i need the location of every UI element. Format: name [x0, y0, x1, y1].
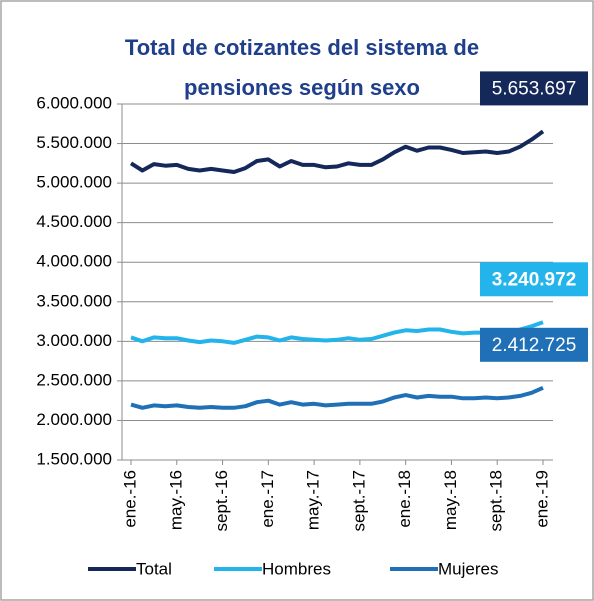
- y-tick-label: 3.500.000: [36, 291, 112, 310]
- y-tick-label: 1.500.000: [36, 449, 112, 468]
- chart-title: Total de cotizantes del sistema de pensi…: [124, 35, 480, 100]
- x-tick-label: sept.-18: [487, 470, 506, 531]
- x-tick-label: ene.-18: [395, 470, 414, 528]
- y-tick-label: 5.500.000: [36, 133, 112, 152]
- y-tick-label: 2.000.000: [36, 410, 112, 429]
- series-line: [130, 385, 544, 410]
- legend-label: Hombres: [262, 559, 331, 578]
- series-line: [130, 320, 544, 345]
- value-label: 3.240.972: [492, 269, 577, 290]
- y-tick-label: 5.000.000: [36, 173, 112, 192]
- x-tick-label: sept.-17: [349, 470, 368, 531]
- y-tick-label: 6.000.000: [36, 93, 112, 112]
- y-tick-label: 3.000.000: [36, 331, 112, 350]
- value-label: 5.653.697: [492, 78, 577, 99]
- x-tick-label: ene.-16: [120, 470, 139, 528]
- series-line: [129, 129, 545, 174]
- x-tick-label: ene.-17: [258, 470, 277, 528]
- x-tick-label: sept.-16: [212, 470, 231, 531]
- value-label-box: [480, 262, 588, 297]
- value-label-box: [480, 327, 588, 362]
- legend-label: Mujeres: [438, 559, 498, 578]
- value-label: 2.412.725: [492, 335, 577, 356]
- x-tick-label: ene.-19: [532, 470, 551, 528]
- y-tick-label: 2.500.000: [36, 370, 112, 389]
- x-tick-label: may.-16: [166, 470, 185, 530]
- value-label-box: [480, 71, 588, 106]
- x-tick-label: may.-17: [304, 470, 323, 530]
- legend-label: Total: [136, 559, 172, 578]
- y-tick-label: 4.000.000: [36, 252, 112, 271]
- x-tick-label: may.-18: [441, 470, 460, 530]
- y-tick-label: 4.500.000: [36, 212, 112, 231]
